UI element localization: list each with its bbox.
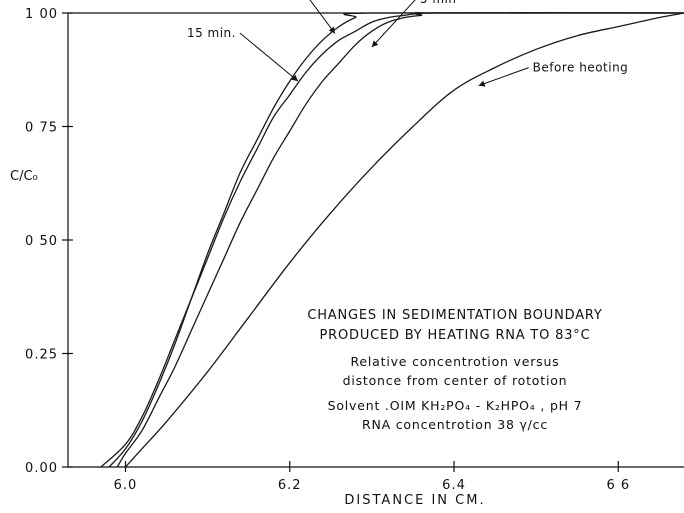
series-curve-15-min <box>100 12 684 468</box>
chart-subtitle-line-1: Relative concentrotion versus <box>350 354 560 369</box>
y-tick-label: 1 00 <box>25 7 58 22</box>
series-curve-45-min <box>108 11 684 468</box>
annotation-label: 5 min <box>420 0 457 6</box>
arrowhead-icon <box>478 80 486 87</box>
series-curve-before-heoting <box>125 12 684 468</box>
solvent-note: Solvent .OIM KH₂PO₄ - K₂HPO₄ , pH 7 <box>327 398 583 413</box>
arrowhead-icon <box>291 74 298 82</box>
y-axis-label: C/C₀ <box>10 169 38 184</box>
x-tick-label: 6.2 <box>278 478 302 493</box>
series-curves <box>100 11 684 468</box>
y-tick-label: 0.25 <box>25 348 58 363</box>
annotation-arrow <box>478 67 529 87</box>
concentration-note: RNA concentrotion 38 γ/cc <box>361 417 549 432</box>
x-tick-label: 6.4 <box>442 478 466 493</box>
x-tick-label: 6.0 <box>114 478 138 493</box>
chart-subtitle-line-2: distonce from center of rototion <box>342 373 568 388</box>
curve-annotations: 45 min15 min.5 minBefore heoting <box>187 0 628 87</box>
series-curve-5-min <box>116 12 684 468</box>
x-tick-label: 6 6 <box>606 478 630 493</box>
axis-ticks: 0.00 0.25 0 50 0 75 1 00 6.0 6.2 6.4 6 6 <box>25 7 630 493</box>
x-axis-label: DISTANCE IN CM. <box>344 493 485 508</box>
arrowhead-icon <box>371 40 379 48</box>
annotation-arrow <box>371 0 416 48</box>
chart-title-line-1: CHANGES IN SEDIMENTATION BOUNDARY <box>307 308 603 323</box>
chart-description-block: CHANGES IN SEDIMENTATION BOUNDARY PRODUC… <box>290 306 620 434</box>
arrowhead-icon <box>328 26 335 34</box>
y-tick-label: 0 75 <box>25 121 58 136</box>
annotation-label: Before heoting <box>533 61 629 75</box>
annotation-arrow <box>309 0 336 34</box>
y-tick-label: 0.00 <box>25 461 58 476</box>
annotation-arrow <box>239 32 299 82</box>
chart-title-line-2: PRODUCED BY HEATING RNA TO 83°C <box>319 328 591 343</box>
annotation-label: 15 min. <box>187 26 236 40</box>
y-tick-label: 0 50 <box>25 234 58 249</box>
